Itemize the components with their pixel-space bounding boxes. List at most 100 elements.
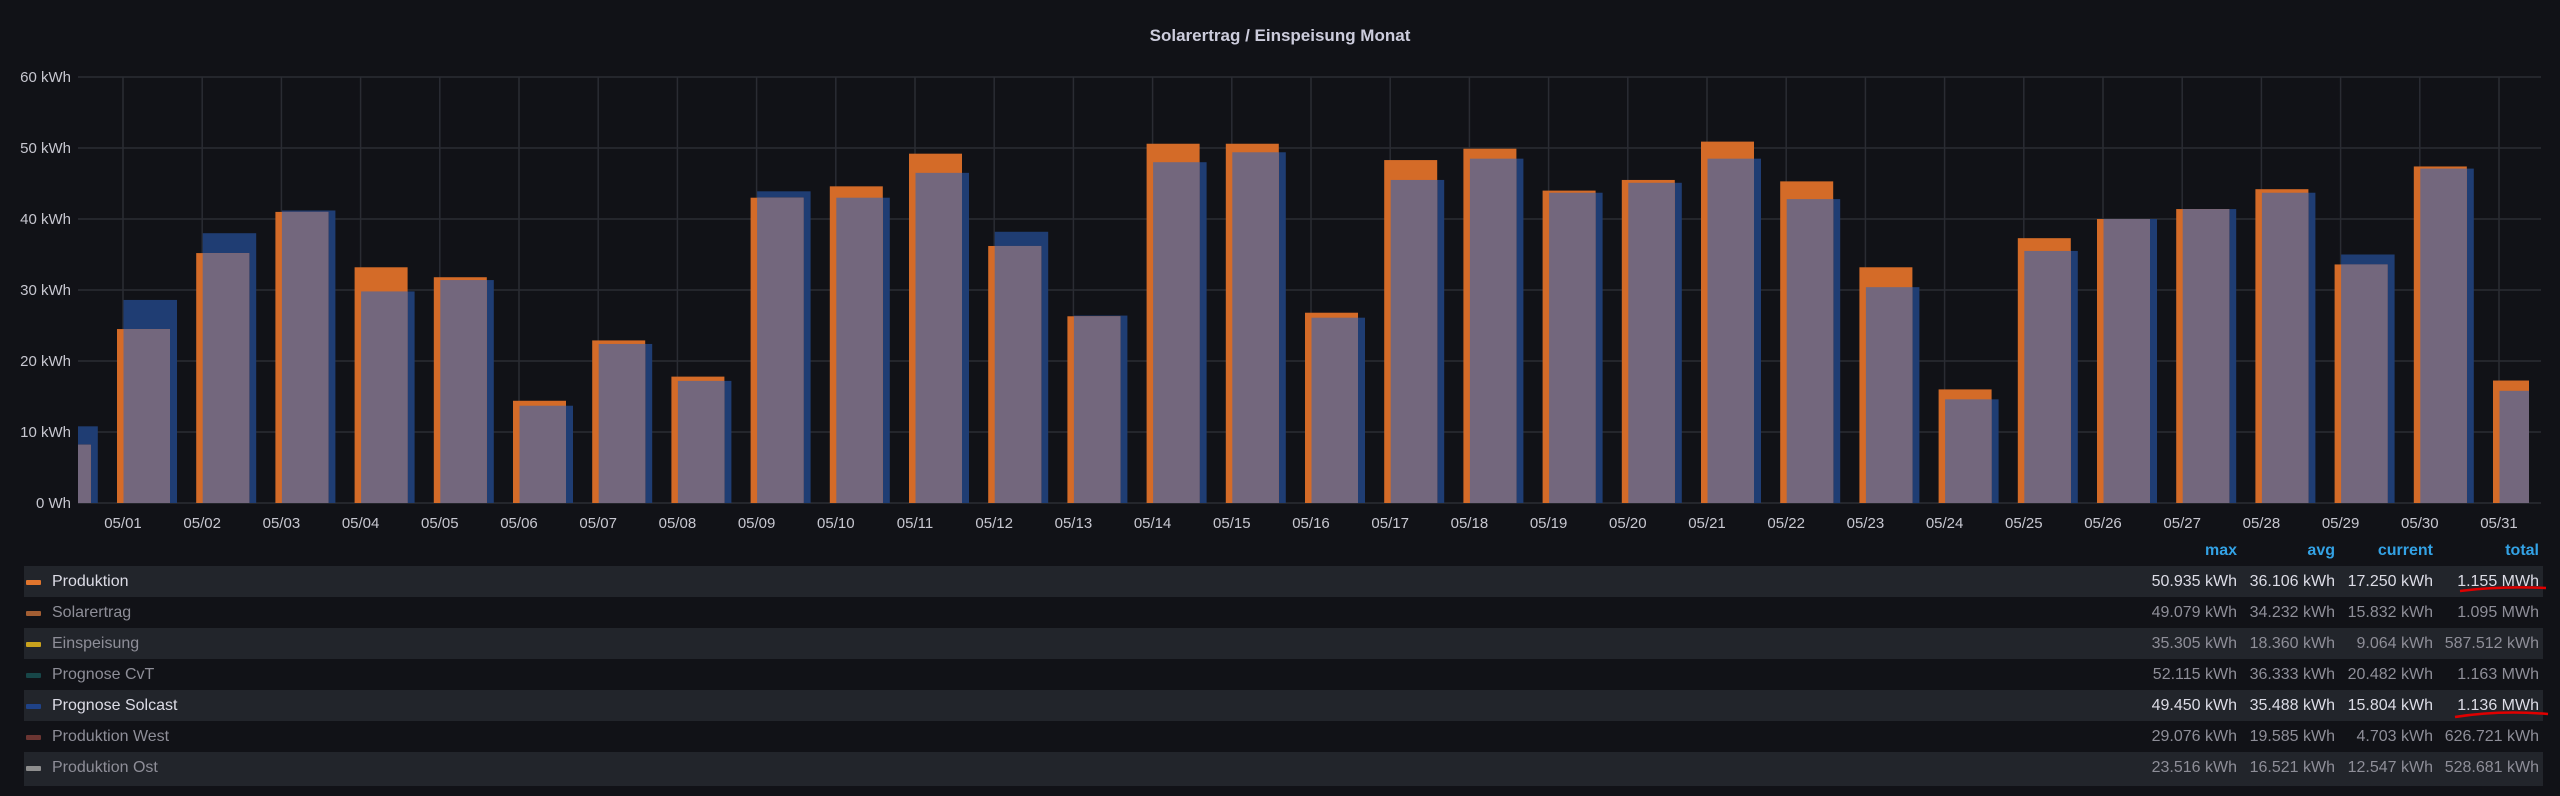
bar-overlap	[2341, 264, 2388, 503]
series-color-swatch[interactable]	[26, 766, 41, 771]
series-avg: 35.488 kWh	[2249, 697, 2335, 714]
x-tick-label: 05/22	[1767, 515, 1805, 532]
bar-overlap	[123, 329, 170, 503]
x-tick-label: 05/26	[2084, 515, 2122, 532]
bar-overlap	[1232, 152, 1279, 503]
series-total: 528.681 kWh	[2444, 759, 2539, 776]
legend-row[interactable]: Prognose CvT 52.115 kWh 36.333 kWh 20.482 k…	[24, 659, 2543, 690]
series-total: 1.155 MWh	[2457, 573, 2539, 590]
x-tick-label: 05/13	[1055, 515, 1093, 532]
bar-overlap	[2420, 168, 2467, 503]
y-tick-label: 20 kWh	[20, 353, 71, 370]
x-tick-label: 05/27	[2163, 515, 2201, 532]
series-name[interactable]: Produktion West	[52, 728, 170, 745]
bar-overlap	[1628, 182, 1675, 504]
bar-overlap	[440, 280, 487, 503]
series-max: 49.450 kWh	[2151, 697, 2237, 714]
series-total: 587.512 kWh	[2444, 635, 2539, 652]
series-avg: 34.232 kWh	[2249, 604, 2335, 621]
series-color-swatch[interactable]	[26, 642, 41, 647]
legend-table: max avg current total Produktion 50.935 k…	[24, 538, 2543, 783]
series-current: 15.804 kWh	[2347, 697, 2433, 714]
y-tick-label: 10 kWh	[20, 424, 71, 441]
series-total: 1.095 MWh	[2457, 604, 2539, 621]
header-avg[interactable]: avg	[2307, 542, 2335, 559]
series-color-swatch[interactable]	[26, 611, 41, 616]
series-current: 9.064 kWh	[2356, 635, 2433, 652]
series-total: 626.721 kWh	[2444, 728, 2539, 745]
series-name[interactable]: Prognose Solcast	[52, 697, 178, 714]
y-tick-label: 30 kWh	[20, 282, 71, 299]
x-tick-label: 05/21	[1688, 515, 1726, 532]
series-avg: 16.521 kWh	[2249, 759, 2335, 776]
series-avg: 36.333 kWh	[2249, 666, 2335, 683]
y-tick-label: 0 Wh	[36, 495, 71, 512]
x-tick-label: 05/19	[1530, 515, 1568, 532]
series-current: 20.482 kWh	[2347, 666, 2433, 683]
legend-scrollbar[interactable]	[24, 782, 2543, 786]
bar-overlap	[677, 380, 725, 503]
series-max: 52.115 kWh	[2152, 666, 2237, 683]
bar-overlap	[2261, 192, 2309, 504]
series-avg: 19.585 kWh	[2249, 728, 2335, 745]
bar-overlap	[1549, 192, 1596, 504]
bar-overlap	[78, 444, 91, 503]
x-tick-label: 05/29	[2322, 515, 2360, 532]
bar-overlap	[757, 197, 804, 503]
series-total: 1.163 MWh	[2457, 666, 2539, 683]
series-name[interactable]: Produktion Ost	[52, 759, 158, 776]
legend-row[interactable]: Produktion West 29.076 kWh 19.585 kWh 4.703…	[24, 721, 2543, 752]
x-tick-label: 05/08	[659, 515, 697, 532]
bar-overlap	[836, 197, 883, 503]
bar-overlap	[361, 291, 408, 503]
x-tick-label: 05/02	[183, 515, 221, 532]
series-color-swatch[interactable]	[26, 580, 41, 585]
series-current: 17.250 kWh	[2347, 573, 2433, 590]
y-tick-label: 50 kWh	[20, 140, 71, 157]
x-tick-label: 05/14	[1134, 515, 1172, 532]
header-max[interactable]: max	[2204, 542, 2237, 559]
legend-row[interactable]: Produktion 50.935 kWh 36.106 kWh 17.250 kWh…	[24, 566, 2543, 597]
legend-row[interactable]: Prognose Solcast 49.450 kWh 35.488 kWh 15.8…	[24, 690, 2543, 721]
x-tick-label: 05/24	[1926, 515, 1964, 532]
series-color-swatch[interactable]	[26, 704, 41, 709]
series-avg: 36.106 kWh	[2249, 573, 2335, 590]
x-tick-label: 05/01	[104, 515, 142, 532]
legend-row[interactable]: Einspeisung 35.305 kWh 18.360 kWh 9.064 kWh…	[24, 628, 2543, 659]
legend-row[interactable]: Solarertrag 49.079 kWh 34.232 kWh 15.832 kW…	[24, 597, 2543, 628]
header-current[interactable]: current	[2377, 542, 2433, 559]
series-max: 49.079 kWh	[2151, 604, 2237, 621]
bar-overlap	[2499, 390, 2529, 503]
bar-overlap	[1390, 179, 1438, 503]
series-max: 35.305 kWh	[2151, 635, 2237, 652]
x-tick-label: 05/18	[1451, 515, 1489, 532]
x-tick-label: 05/28	[2243, 515, 2281, 532]
x-tick-label: 05/15	[1213, 515, 1251, 532]
series-max: 50.935 kWh	[2151, 573, 2237, 590]
series-max: 23.516 kWh	[2151, 759, 2237, 776]
series-color-swatch[interactable]	[26, 735, 41, 740]
bar-overlap	[1311, 317, 1358, 503]
series-name[interactable]: Solarertrag	[52, 604, 132, 621]
bar-overlap	[1153, 162, 1200, 503]
x-tick-label: 05/03	[263, 515, 301, 532]
legend-row[interactable]: Produktion Ost 23.516 kWh 16.521 kWh 12.547…	[24, 752, 2543, 783]
x-tick-label: 05/17	[1371, 515, 1409, 532]
series-max: 29.076 kWh	[2151, 728, 2237, 745]
series-name[interactable]: Prognose CvT	[52, 666, 155, 683]
bar-overlap	[994, 245, 1042, 504]
header-total[interactable]: total	[2505, 542, 2539, 559]
bar-overlap	[281, 211, 329, 503]
bar-overlap	[1786, 199, 1834, 503]
series-current: 4.703 kWh	[2356, 728, 2433, 745]
x-tick-label: 05/25	[2005, 515, 2043, 532]
bar-overlap	[2024, 250, 2071, 503]
x-tick-label: 05/11	[897, 515, 933, 532]
chart-title: Solarertrag / Einspeisung Monat	[1150, 26, 1411, 45]
legend-header: max avg current total	[24, 538, 2543, 566]
series-name[interactable]: Produktion	[52, 573, 129, 590]
series-name[interactable]: Einspeisung	[52, 635, 140, 652]
x-tick-label: 05/30	[2401, 515, 2439, 532]
bar-overlap	[915, 172, 962, 503]
series-color-swatch[interactable]	[26, 673, 41, 678]
